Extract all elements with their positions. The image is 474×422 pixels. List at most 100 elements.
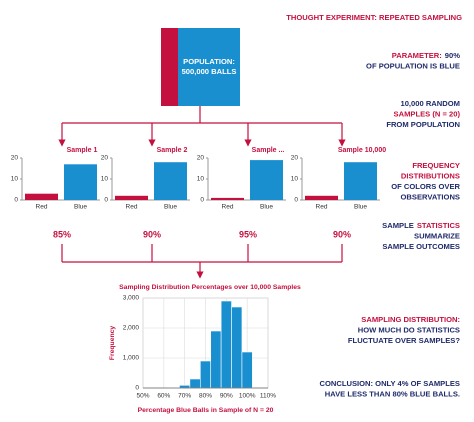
x-tick-label: 60% bbox=[157, 393, 170, 400]
notes: PARAMETER: 90%OF POPULATION IS BLUE10,000… bbox=[319, 51, 460, 399]
note-line: CONCLUSION: ONLY 4% OF SAMPLES bbox=[319, 379, 460, 388]
y-axis-label: Frequency bbox=[109, 326, 116, 361]
note-text: SAMPLING DISTRIBUTION: bbox=[361, 315, 460, 324]
note-text: OBSERVATIONS bbox=[401, 193, 461, 202]
note-text: FROM POPULATION bbox=[386, 120, 460, 129]
connectors bbox=[58, 106, 346, 279]
note-text: HAVE LESS THAN 80% BLUE BALLS. bbox=[325, 390, 460, 399]
sample-statistic: 95% bbox=[239, 229, 257, 239]
note-text: DISTRIBUTIONS bbox=[401, 172, 460, 181]
note-line: OF POPULATION IS BLUE bbox=[366, 62, 460, 71]
y-tick-label: 10 bbox=[11, 176, 19, 183]
histogram-bar bbox=[199, 360, 212, 389]
bar bbox=[25, 193, 58, 200]
y-tick-label: 10 bbox=[197, 176, 205, 183]
x-axis-label: Percentage Blue Balls in Sample of N = 2… bbox=[138, 407, 274, 414]
note-text: OF COLORS OVER bbox=[391, 182, 460, 191]
histogram-bar bbox=[220, 300, 232, 389]
note-text: OF POPULATION IS BLUE bbox=[366, 62, 460, 71]
sample-title: Sample 2 bbox=[157, 147, 188, 154]
sample-statistic: 85% bbox=[53, 229, 71, 239]
note-line: 10,000 RANDOM bbox=[400, 99, 460, 108]
y-tick-label: 20 bbox=[101, 155, 109, 162]
y-tick-label: 10 bbox=[101, 176, 109, 183]
sample-title: Sample 10,000 bbox=[338, 147, 386, 154]
note-text: FLUCTUATE OVER SAMPLES? bbox=[348, 336, 460, 345]
x-tick-label: 90% bbox=[220, 393, 233, 400]
histogram-bar bbox=[189, 378, 201, 389]
y-tick-label: 2,000 bbox=[123, 325, 140, 332]
y-tick-label: 20 bbox=[197, 155, 205, 162]
sample-statistic: 90% bbox=[143, 229, 161, 239]
note-line: SAMPLE STATISTICS bbox=[382, 221, 460, 230]
sample-statistic: 90% bbox=[333, 229, 351, 239]
x-tick-label: 100% bbox=[239, 393, 256, 400]
note-line: PARAMETER: 90% bbox=[392, 51, 461, 60]
bar bbox=[115, 195, 148, 200]
note-line: HAVE LESS THAN 80% BLUE BALLS. bbox=[325, 390, 460, 399]
y-tick-label: 0 bbox=[14, 197, 18, 204]
note-text: FREQUENCY bbox=[412, 161, 460, 170]
population-label: 500,000 BALLS bbox=[182, 67, 237, 76]
x-tick-label: Red bbox=[316, 204, 328, 211]
x-tick-label: Red bbox=[126, 204, 138, 211]
note-line: DISTRIBUTIONS bbox=[401, 172, 460, 181]
note-line: FREQUENCY bbox=[412, 161, 460, 170]
population-label: POPULATION: bbox=[183, 57, 235, 66]
bar bbox=[344, 162, 377, 200]
x-tick-label: Blue bbox=[354, 204, 367, 211]
y-tick-label: 20 bbox=[11, 155, 19, 162]
x-tick-label: Blue bbox=[74, 204, 87, 211]
title: THOUGHT EXPERIMENT: REPEATED SAMPLING bbox=[286, 13, 462, 22]
note-text: SUMMARIZE bbox=[414, 232, 460, 241]
y-tick-label: 20 bbox=[291, 155, 299, 162]
sample-title: Sample ... bbox=[252, 147, 285, 154]
y-tick-label: 10 bbox=[291, 176, 299, 183]
population-red bbox=[161, 28, 178, 106]
y-tick-label: 0 bbox=[104, 197, 108, 204]
note-line: SAMPLING DISTRIBUTION: bbox=[361, 315, 460, 324]
note-text: 10,000 RANDOM bbox=[400, 99, 460, 108]
sample-title: Sample 1 bbox=[67, 147, 98, 154]
bar bbox=[154, 162, 187, 200]
note-text: CONCLUSION: ONLY 4% OF SAMPLES bbox=[319, 379, 460, 388]
note-text: STATISTICS bbox=[417, 221, 460, 230]
x-tick-label: 70% bbox=[178, 393, 191, 400]
bar bbox=[250, 160, 283, 200]
note-line: FLUCTUATE OVER SAMPLES? bbox=[348, 336, 460, 345]
y-tick-label: 0 bbox=[200, 197, 204, 204]
x-tick-label: Blue bbox=[164, 204, 177, 211]
note-text: SAMPLE OUTCOMES bbox=[382, 242, 460, 251]
y-tick-label: 0 bbox=[135, 385, 139, 392]
histogram-title: Sampling Distribution Percentages over 1… bbox=[119, 284, 301, 291]
note-line: SAMPLE OUTCOMES bbox=[382, 242, 460, 251]
y-tick-label: 0 bbox=[294, 197, 298, 204]
bar bbox=[211, 197, 244, 200]
note-line: SUMMARIZE bbox=[414, 232, 460, 241]
note-line: OBSERVATIONS bbox=[401, 193, 461, 202]
note-line: HOW MUCH DO STATISTICS bbox=[358, 326, 460, 335]
population-blue bbox=[178, 28, 240, 106]
note-line: FROM POPULATION bbox=[386, 120, 460, 129]
bar bbox=[305, 195, 338, 200]
x-tick-label: Red bbox=[36, 204, 48, 211]
note-text: 90% bbox=[445, 51, 460, 60]
x-tick-label: Blue bbox=[260, 204, 273, 211]
note-text: PARAMETER: bbox=[392, 51, 442, 60]
histogram-bar bbox=[231, 306, 243, 389]
y-tick-label: 3,000 bbox=[123, 295, 140, 302]
x-tick-label: Red bbox=[222, 204, 234, 211]
x-tick-label: 110% bbox=[260, 393, 276, 400]
note-text: SAMPLES (N = 20) bbox=[394, 110, 461, 119]
histogram-bar bbox=[241, 351, 253, 389]
note-line: SAMPLES (N = 20) bbox=[394, 110, 461, 119]
x-tick-label: 50% bbox=[136, 393, 149, 400]
note-text: HOW MUCH DO STATISTICS bbox=[358, 326, 460, 335]
note-text: SAMPLE bbox=[382, 221, 414, 230]
bar bbox=[64, 164, 97, 200]
histogram-bar bbox=[210, 330, 222, 389]
y-tick-label: 1,000 bbox=[123, 355, 140, 362]
x-tick-label: 80% bbox=[199, 393, 212, 400]
note-line: OF COLORS OVER bbox=[391, 182, 460, 191]
